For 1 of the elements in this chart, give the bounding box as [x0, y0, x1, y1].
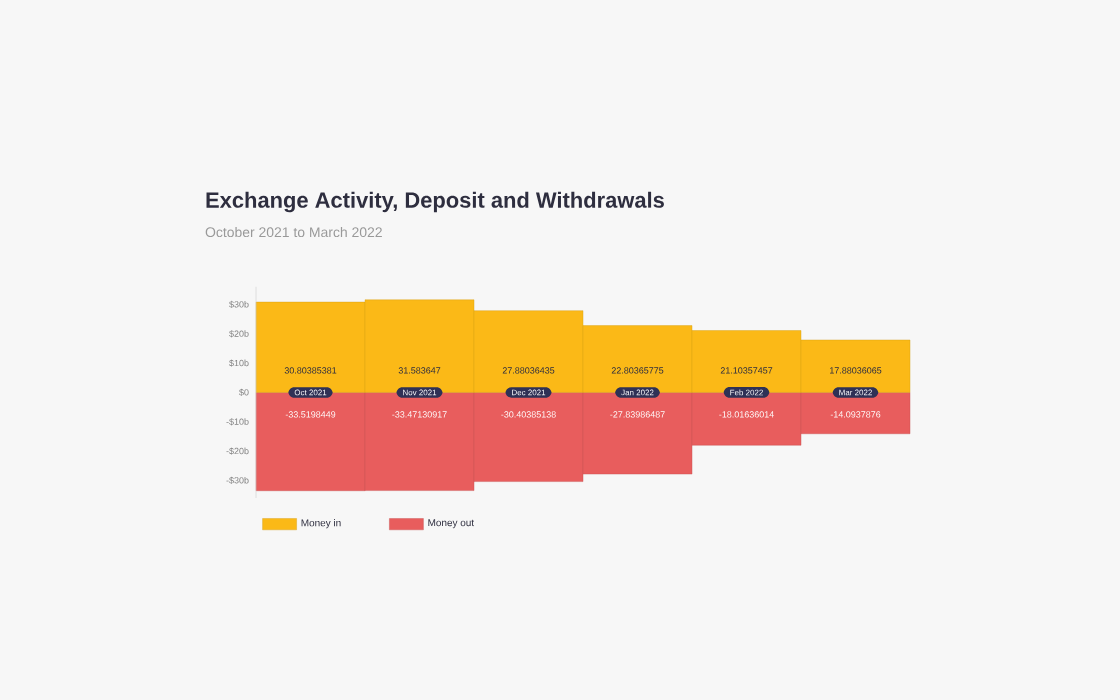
chart-title: Exchange Activity, Deposit and Withdrawals [206, 191, 664, 213]
